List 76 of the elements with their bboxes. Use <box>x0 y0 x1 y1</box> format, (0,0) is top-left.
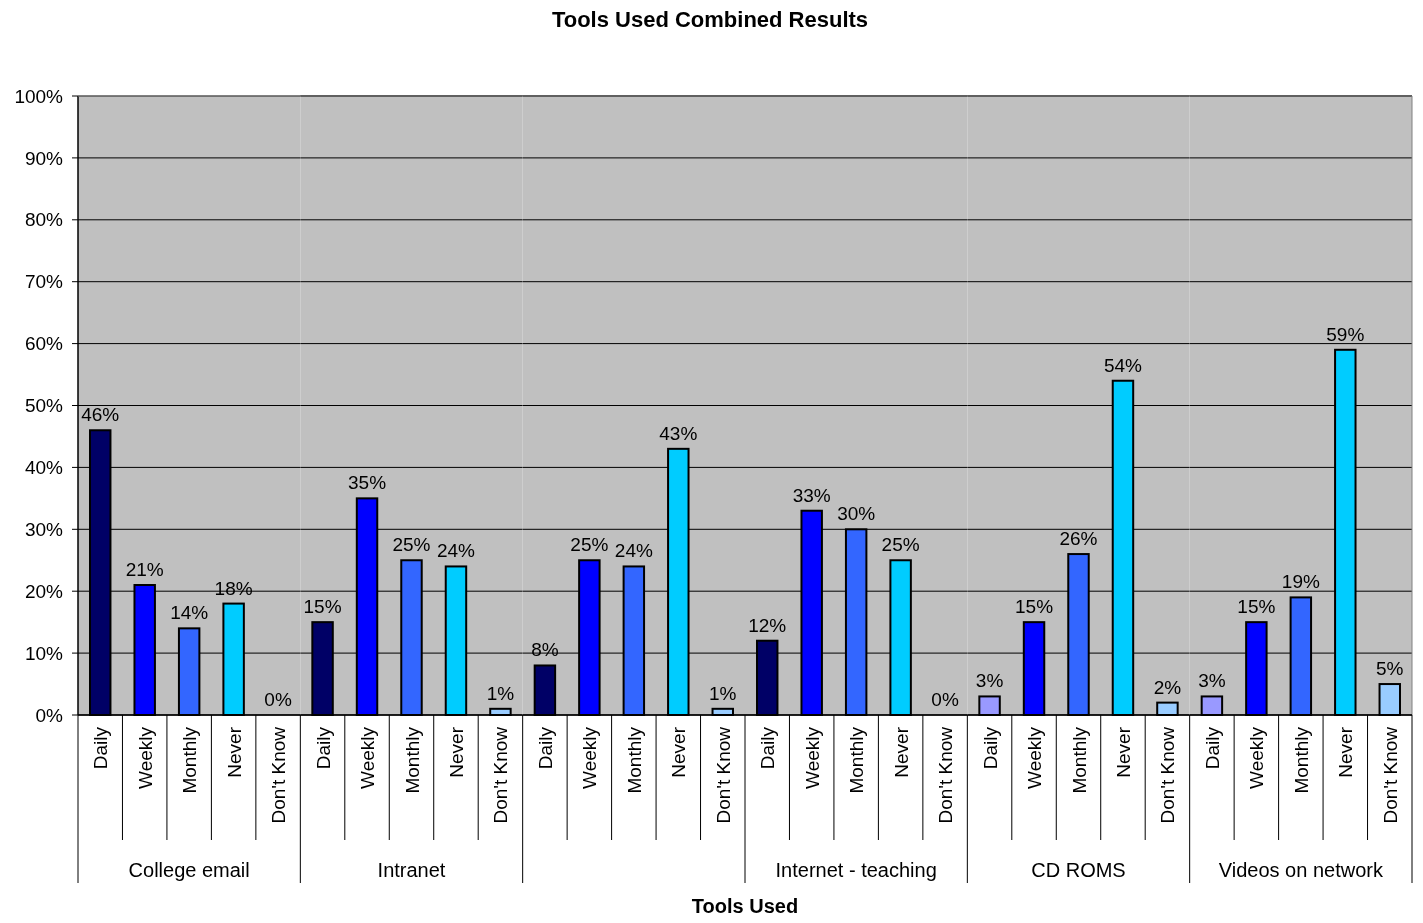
x-tick-label: Never <box>668 726 690 778</box>
data-label: 3% <box>975 670 1004 692</box>
x-tick-label: Never <box>445 726 467 778</box>
data-label: 0% <box>264 689 292 710</box>
x-axis-title: CD ROMS <box>1031 859 1126 881</box>
x-tick-label: Monthly <box>1068 726 1090 794</box>
x-tick-label: Daily <box>1201 726 1223 770</box>
data-label: 30% <box>837 503 876 525</box>
x-tick-label: Don't Know <box>712 726 734 824</box>
data-label: 24% <box>436 540 476 562</box>
data-label: 35% <box>348 472 387 494</box>
y-tick-label: 10% <box>24 642 64 664</box>
x-tick-label: Weekly <box>579 726 601 789</box>
x-tick-label: Weekly <box>1246 726 1268 789</box>
data-label: 25% <box>881 534 920 556</box>
data-label: 46% <box>81 404 120 426</box>
x-tick-label: Daily <box>757 726 779 770</box>
y-tick-label: 20% <box>24 580 64 602</box>
x-tick-label: Monthly <box>623 726 645 794</box>
x-tick-label: Never <box>1335 726 1357 778</box>
x-tick-label: Monthly <box>179 726 201 794</box>
x-tick-label: Weekly <box>801 726 823 789</box>
x-tick-label: Monthly <box>1290 726 1312 794</box>
x-tick-label: Monthly <box>846 726 868 794</box>
data-label: 33% <box>792 484 831 506</box>
text: Tools Used <box>691 895 799 917</box>
x-axis-title: Videos on network <box>1218 859 1384 881</box>
data-label: 1% <box>709 682 737 704</box>
data-label: 26% <box>1059 528 1098 550</box>
y-tick-label: 70% <box>24 271 64 293</box>
data-label: 1% <box>486 682 515 704</box>
x-tick-label: Weekly <box>1024 726 1046 789</box>
data-label: 54% <box>1103 354 1143 376</box>
x-tick-label: Daily <box>90 726 112 770</box>
data-label: 5% <box>1376 658 1404 680</box>
x-tick-label: Don't Know <box>1379 726 1401 824</box>
x-tick-label: Never <box>1112 726 1134 778</box>
data-label: 3% <box>1198 670 1226 692</box>
x-axis-title: Intranet <box>377 859 446 881</box>
x-tick-label: Weekly <box>134 726 156 789</box>
x-tick-label: Don't Know <box>1157 726 1179 824</box>
data-label: 15% <box>303 596 342 618</box>
data-label: 59% <box>1326 323 1365 345</box>
chart-title: Tools Used Combined Results <box>551 7 869 32</box>
x-tick-label: Never <box>223 726 245 778</box>
data-label: 19% <box>1281 571 1320 593</box>
y-tick-label: 50% <box>24 395 64 417</box>
data-label: 25% <box>570 534 609 556</box>
x-tick-label: Don't Know <box>490 726 512 824</box>
x-tick-label: Daily <box>312 726 334 770</box>
x-tick-label: Monthly <box>401 726 423 794</box>
x-axis-title: College email <box>128 859 250 881</box>
data-label: 24% <box>614 540 653 562</box>
x-tick-label: Never <box>890 726 912 778</box>
data-label: 2% <box>1153 676 1182 698</box>
x-tick-label: Daily <box>534 726 556 770</box>
y-tick-label: 30% <box>24 518 64 540</box>
x-tick-label: Daily <box>979 726 1001 770</box>
y-tick-label: 40% <box>24 457 64 479</box>
data-label: 15% <box>1015 596 1054 618</box>
data-label: 21% <box>125 559 164 581</box>
x-tick-label: Don't Know <box>935 726 957 824</box>
x-tick-label: Weekly <box>357 726 379 789</box>
data-label: 15% <box>1237 596 1276 618</box>
y-tick-label: 80% <box>24 209 64 231</box>
y-tick-label: 90% <box>24 147 64 169</box>
x-tick-label: Don't Know <box>268 726 290 824</box>
data-label: 0% <box>931 689 959 710</box>
y-tick-label: 60% <box>24 333 64 355</box>
data-label: 12% <box>748 614 787 636</box>
data-label: 43% <box>659 422 698 444</box>
data-label: 14% <box>170 602 209 624</box>
y-tick-label: 0% <box>35 704 64 726</box>
y-tick-label: 100% <box>14 85 64 107</box>
x-axis-title: Internet - teaching <box>775 859 937 881</box>
data-label: 25% <box>392 534 431 556</box>
